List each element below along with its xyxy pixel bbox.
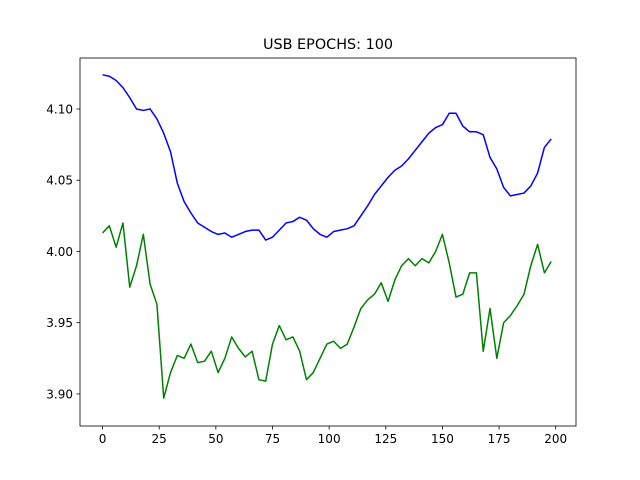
- x-tick-label: 25: [152, 432, 167, 446]
- x-tick-label: 150: [431, 432, 454, 446]
- plot-frame: [79, 57, 577, 427]
- x-tick-label: 50: [208, 432, 223, 446]
- y-tick-label: 4.00: [46, 245, 73, 259]
- y-tick-label: 3.95: [46, 316, 73, 330]
- y-tick-label: 3.90: [46, 387, 73, 401]
- line-series: [102, 74, 552, 241]
- x-tick-label: 125: [374, 432, 397, 446]
- x-tick-label: 75: [265, 432, 280, 446]
- x-tick-label: 200: [544, 432, 567, 446]
- x-tick-label: 0: [99, 432, 107, 446]
- y-tick-label: 4.10: [46, 103, 73, 117]
- x-tick-label: 100: [318, 432, 341, 446]
- x-tick-label: 175: [488, 432, 511, 446]
- chart-title: USB EPOCHS: 100: [263, 37, 393, 53]
- line-series: [102, 222, 552, 399]
- y-tick-label: 4.05: [46, 174, 73, 188]
